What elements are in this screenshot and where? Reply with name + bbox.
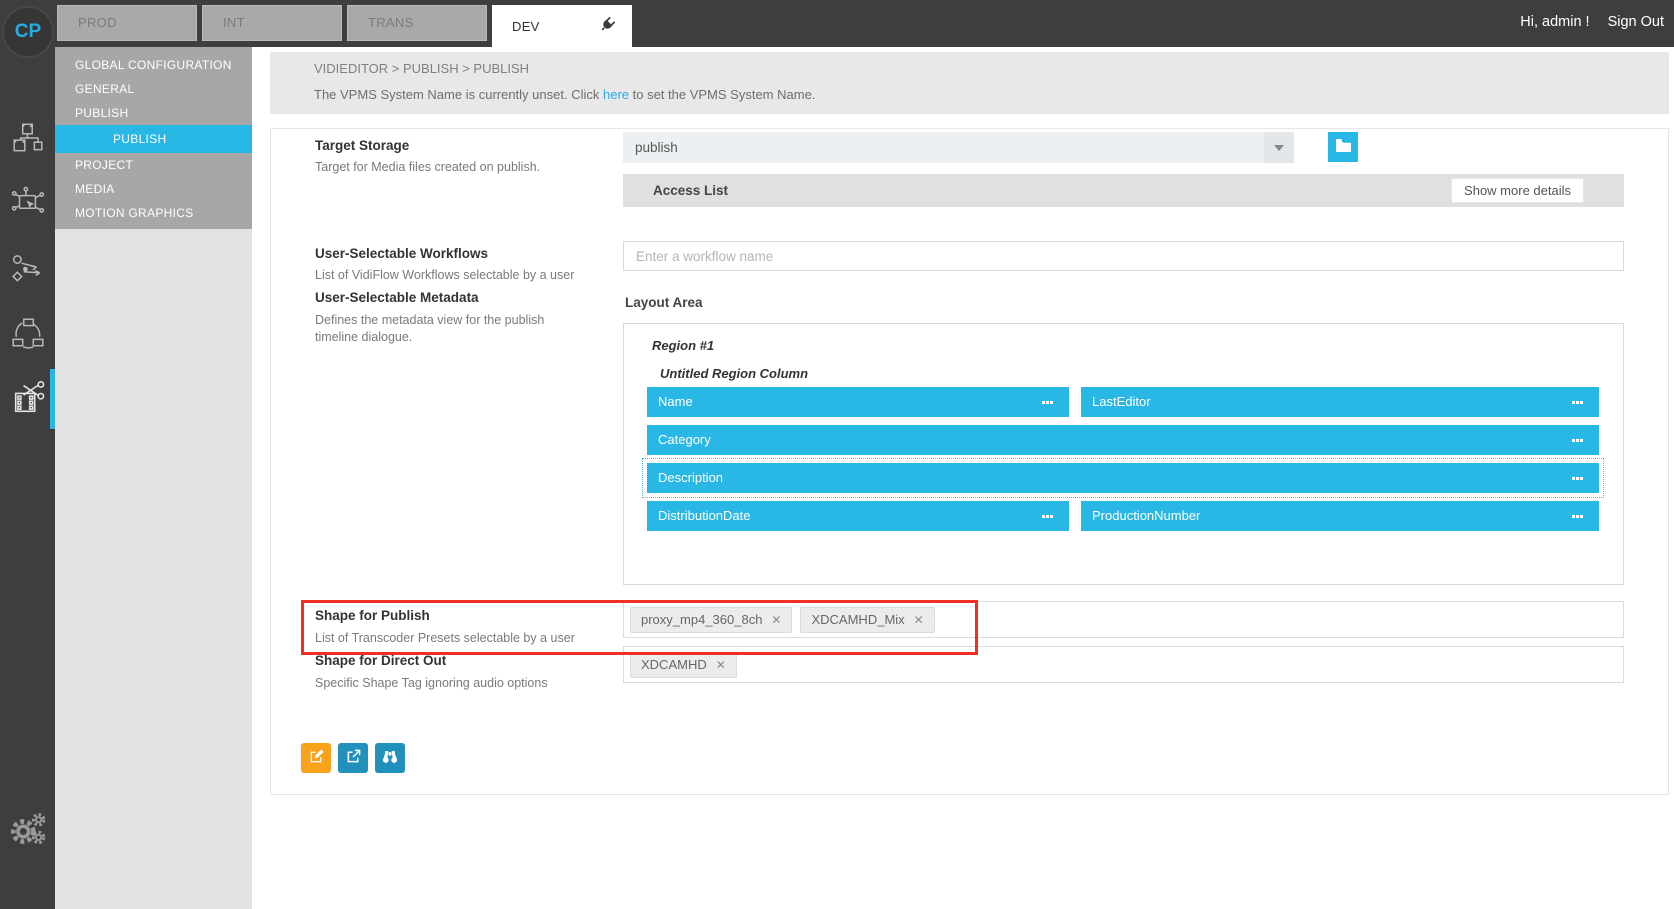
logo-text: CP xyxy=(14,21,42,42)
workflows-label: User-Selectable Workflows xyxy=(315,246,489,261)
tag-chip: XDCAMHD_Mix ✕ xyxy=(800,606,935,633)
action-buttons xyxy=(301,743,405,773)
tab-dev-label: DEV xyxy=(512,18,540,34)
lifecycle-icon[interactable] xyxy=(0,305,55,360)
field-label: DistributionDate xyxy=(658,508,751,523)
region-column-title: Untitled Region Column xyxy=(660,366,809,381)
workflow-name-input[interactable] xyxy=(623,241,1624,271)
shape-for-publish-description: List of Transcoder Presets selectable by… xyxy=(315,631,575,645)
selected-field-outline: Description xyxy=(642,458,1604,498)
shape-for-direct-out-description: Specific Shape Tag ignoring audio option… xyxy=(315,676,548,690)
drag-handle-icon[interactable] xyxy=(1042,515,1045,518)
notice-here-link[interactable]: here xyxy=(602,87,630,102)
metadata-label: User-Selectable Metadata xyxy=(315,290,479,305)
shape-for-publish-field[interactable]: proxy_mp4_360_8ch ✕ XDCAMHD_Mix ✕ xyxy=(623,601,1624,638)
field-label: Description xyxy=(658,470,724,485)
settings-gears-icon[interactable] xyxy=(0,800,55,855)
workflows-description: List of VidiFlow Workflows selectable by… xyxy=(315,268,575,282)
target-storage-value: publish xyxy=(635,140,678,155)
user-area: Hi, admin ! Sign Out xyxy=(1520,14,1664,30)
main-content: VIDIEDITOR > PUBLISH > PUBLISH The VPMS … xyxy=(252,47,1674,909)
top-bar: PROD INT TRANS DEV Hi, admin ! Sign Out xyxy=(0,0,1674,47)
video-editor-icon[interactable] xyxy=(0,369,55,429)
config-sidebar: GLOBAL CONFIGURATION GENERAL PUBLISH PUB… xyxy=(55,47,252,909)
metadata-field-lasteditor[interactable]: LastEditor xyxy=(1081,387,1599,417)
open-external-button[interactable] xyxy=(338,743,368,773)
environment-tabs: PROD INT TRANS DEV xyxy=(57,5,632,47)
plug-icon xyxy=(599,16,616,36)
edit-icon xyxy=(309,749,324,767)
nav-project[interactable]: PROJECT xyxy=(75,158,134,172)
tag-label: XDCAMHD_Mix xyxy=(811,612,905,627)
interactive-panel-icon[interactable] xyxy=(0,175,55,230)
nav-publish-sub-active[interactable]: PUBLISH xyxy=(55,125,252,153)
external-link-icon xyxy=(346,749,361,767)
sign-out-link[interactable]: Sign Out xyxy=(1607,14,1664,30)
icon-sidebar xyxy=(0,47,55,909)
tab-prod[interactable]: PROD xyxy=(57,5,197,41)
publish-settings-panel: Target Storage Target for Media files cr… xyxy=(270,128,1669,795)
workflow-icon[interactable] xyxy=(0,240,55,295)
tab-dev[interactable]: DEV xyxy=(492,5,632,47)
vpms-notice: The VPMS System Name is currently unset.… xyxy=(314,87,815,102)
notice-text-post: to set the VPMS System Name. xyxy=(629,87,816,102)
remove-tag-icon[interactable]: ✕ xyxy=(715,657,726,672)
folder-icon xyxy=(1335,139,1351,155)
metadata-field-description[interactable]: Description xyxy=(647,463,1599,493)
browse-storage-button[interactable] xyxy=(1328,132,1358,162)
breadcrumb-banner: VIDIEDITOR > PUBLISH > PUBLISH The VPMS … xyxy=(270,52,1669,114)
chevron-down-icon[interactable] xyxy=(1264,132,1294,163)
notice-text-pre: The VPMS System Name is currently unset.… xyxy=(314,87,603,102)
tag-chip: XDCAMHD ✕ xyxy=(630,651,737,678)
tab-trans[interactable]: TRANS xyxy=(347,5,487,41)
layout-area: Region #1 Untitled Region Column Name La… xyxy=(623,323,1624,585)
metadata-field-category[interactable]: Category xyxy=(647,425,1599,455)
field-label: Name xyxy=(658,394,693,409)
remove-tag-icon[interactable]: ✕ xyxy=(771,612,782,627)
binoculars-icon xyxy=(382,749,398,767)
nav-global-configuration[interactable]: GLOBAL CONFIGURATION xyxy=(75,58,232,72)
drag-handle-icon[interactable] xyxy=(1572,439,1575,442)
drag-handle-icon[interactable] xyxy=(1042,401,1045,404)
metadata-description: Defines the metadata view for the publis… xyxy=(315,313,545,344)
metadata-field-productionnumber[interactable]: ProductionNumber xyxy=(1081,501,1599,531)
edit-button[interactable] xyxy=(301,743,331,773)
shape-for-direct-out-field[interactable]: XDCAMHD ✕ xyxy=(623,646,1624,683)
config-menu: GLOBAL CONFIGURATION GENERAL PUBLISH PUB… xyxy=(55,47,252,229)
metadata-field-distributiondate[interactable]: DistributionDate xyxy=(647,501,1069,531)
drag-handle-icon[interactable] xyxy=(1572,401,1575,404)
tag-label: proxy_mp4_360_8ch xyxy=(641,612,763,627)
nav-general[interactable]: GENERAL xyxy=(75,82,135,96)
nav-publish[interactable]: PUBLISH xyxy=(75,106,129,120)
modules-icon[interactable] xyxy=(0,110,55,165)
logo-cp[interactable]: CP xyxy=(2,6,54,58)
nav-media[interactable]: MEDIA xyxy=(75,182,115,196)
user-greeting: Hi, admin ! xyxy=(1520,14,1590,30)
access-list-label: Access List xyxy=(653,183,729,198)
field-label: ProductionNumber xyxy=(1092,508,1201,523)
region-title: Region #1 xyxy=(652,338,715,353)
drag-handle-icon[interactable] xyxy=(1572,477,1575,480)
layout-area-label: Layout Area xyxy=(625,295,703,310)
access-list-bar: Access List Show more details xyxy=(623,174,1624,207)
metadata-field-name[interactable]: Name xyxy=(647,387,1069,417)
find-button[interactable] xyxy=(375,743,405,773)
shape-for-direct-out-label: Shape for Direct Out xyxy=(315,653,447,668)
target-storage-label: Target Storage xyxy=(315,138,410,153)
field-label: LastEditor xyxy=(1092,394,1151,409)
breadcrumb: VIDIEDITOR > PUBLISH > PUBLISH xyxy=(314,61,530,76)
target-storage-description: Target for Media files created on publis… xyxy=(315,160,541,174)
tag-chip: proxy_mp4_360_8ch ✕ xyxy=(630,606,793,633)
active-module-indicator xyxy=(50,369,55,429)
tab-int[interactable]: INT xyxy=(202,5,342,41)
remove-tag-icon[interactable]: ✕ xyxy=(913,612,924,627)
show-more-details-button[interactable]: Show more details xyxy=(1451,178,1584,203)
nav-motion-graphics[interactable]: MOTION GRAPHICS xyxy=(75,206,194,220)
field-label: Category xyxy=(658,432,711,447)
shape-for-publish-label: Shape for Publish xyxy=(315,608,430,623)
tag-label: XDCAMHD xyxy=(641,657,707,672)
drag-handle-icon[interactable] xyxy=(1572,515,1575,518)
target-storage-select[interactable]: publish xyxy=(623,132,1294,163)
